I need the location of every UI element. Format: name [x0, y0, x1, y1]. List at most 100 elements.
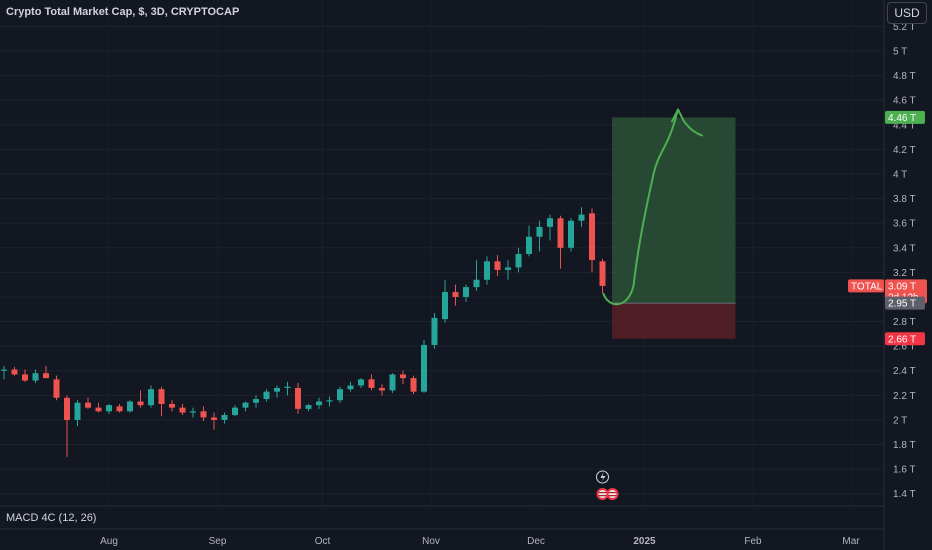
event-markers[interactable] — [596, 470, 619, 500]
lightning-icon[interactable] — [596, 470, 609, 484]
stop-price-tag-bg — [885, 332, 925, 346]
candle — [158, 386, 165, 417]
candle-body — [526, 236, 532, 254]
candle-body — [326, 400, 333, 402]
candle — [316, 397, 322, 409]
candle-body — [232, 407, 238, 416]
candle-body — [547, 218, 553, 227]
candle-body — [358, 379, 364, 386]
chart-title: Crypto Total Market Cap, $, 3D, CRYPTOCA… — [6, 6, 240, 18]
candle-body — [400, 374, 406, 379]
price-tick-label: 4.8 T — [893, 71, 916, 82]
candle-body — [148, 389, 154, 406]
us-flag-icon[interactable] — [596, 488, 609, 500]
symbol-label-bg — [848, 279, 884, 293]
candle — [22, 369, 28, 382]
candle-body — [137, 401, 144, 406]
time-tick-label: Sep — [209, 536, 227, 547]
candle — [253, 395, 259, 408]
candle — [137, 390, 144, 408]
candles — [1, 207, 606, 457]
candle — [568, 218, 574, 252]
candle-body — [22, 374, 28, 381]
candle — [1, 365, 7, 380]
candle — [410, 375, 417, 395]
candle-body — [211, 417, 217, 420]
candle-body — [484, 261, 490, 280]
candle-body — [284, 386, 291, 388]
candle-body — [1, 369, 7, 371]
candle-body — [127, 401, 133, 412]
candle — [211, 412, 217, 430]
candle-body — [263, 391, 270, 400]
us-flag-icon-face — [598, 490, 607, 498]
candle-body — [116, 406, 123, 412]
price-tick-label: 1.6 T — [893, 465, 916, 476]
candle-body — [43, 373, 49, 379]
price-tick-label: 5.2 T — [893, 22, 916, 33]
price-tick-label: 3.6 T — [893, 219, 916, 230]
time-tick-label: Aug — [100, 536, 118, 547]
time-axis[interactable]: Aug Sep Oct Nov Dec 2025 Feb Mar — [100, 536, 860, 547]
symbol-label-text: TOTAL — [851, 281, 883, 292]
us-flag-icon[interactable] — [606, 488, 619, 500]
candle-body — [568, 220, 574, 248]
entry-price-tag-bg — [885, 296, 925, 310]
candle-body — [536, 226, 543, 237]
currency-button[interactable]: USD — [887, 2, 927, 24]
indicator-label[interactable]: MACD 4C (12, 26) — [6, 512, 97, 524]
candle-body — [85, 402, 91, 408]
time-tick-label: Nov — [422, 536, 440, 547]
us-flag-icon-stripe — [608, 495, 617, 497]
candle — [421, 340, 427, 393]
entry-price-tag-text: 2.95 T — [888, 299, 916, 310]
candle — [200, 406, 207, 422]
price-tick-label: 5 T — [893, 47, 907, 58]
target-price-tag-text: 4.46 T — [888, 113, 916, 124]
candle — [526, 225, 532, 257]
candle — [589, 208, 595, 273]
candle — [368, 374, 375, 391]
price-tick-label: 4.6 T — [893, 96, 916, 107]
price-tick-label: 2.4 T — [893, 366, 916, 377]
candle-body — [421, 344, 427, 392]
candle — [95, 402, 102, 413]
candle-body — [389, 374, 396, 391]
current-price-text: 3.09 T — [888, 281, 916, 292]
stop-zone — [612, 303, 736, 339]
candle — [305, 403, 312, 412]
candle-body — [158, 389, 165, 404]
grid-lines — [0, 25, 884, 495]
candle-body — [169, 403, 175, 408]
stop-price-tag: 2.66 T — [885, 332, 925, 346]
candle — [431, 312, 438, 349]
candle-body — [95, 407, 102, 412]
price-tick-label: 4.4 T — [893, 120, 916, 131]
candle — [116, 403, 123, 413]
candle — [43, 365, 49, 379]
candle-body — [505, 267, 511, 270]
candle — [106, 403, 112, 414]
target-price-tag: 4.46 T — [885, 110, 925, 124]
candle — [452, 284, 459, 306]
candle — [221, 412, 228, 424]
candle — [148, 385, 154, 408]
candle — [242, 401, 249, 412]
candle — [599, 258, 606, 294]
candle-body — [494, 261, 501, 270]
candle — [547, 214, 553, 241]
candle-body — [253, 399, 259, 403]
candle-body — [106, 405, 112, 412]
candle-body — [431, 317, 438, 345]
price-axis[interactable]: 1.4 T1.6 T1.8 T2 T2.2 T2.4 T2.6 T2.8 T3 … — [893, 22, 916, 500]
freehand-arrow-drawing[interactable] — [602, 108, 703, 306]
candle — [85, 397, 91, 409]
candle — [463, 284, 469, 302]
candle-body — [179, 407, 186, 413]
stop-price-tag-text: 2.66 T — [888, 334, 916, 345]
time-tick-label: Feb — [744, 536, 762, 547]
candle-body — [452, 292, 459, 297]
time-tick-label: Oct — [315, 536, 331, 547]
